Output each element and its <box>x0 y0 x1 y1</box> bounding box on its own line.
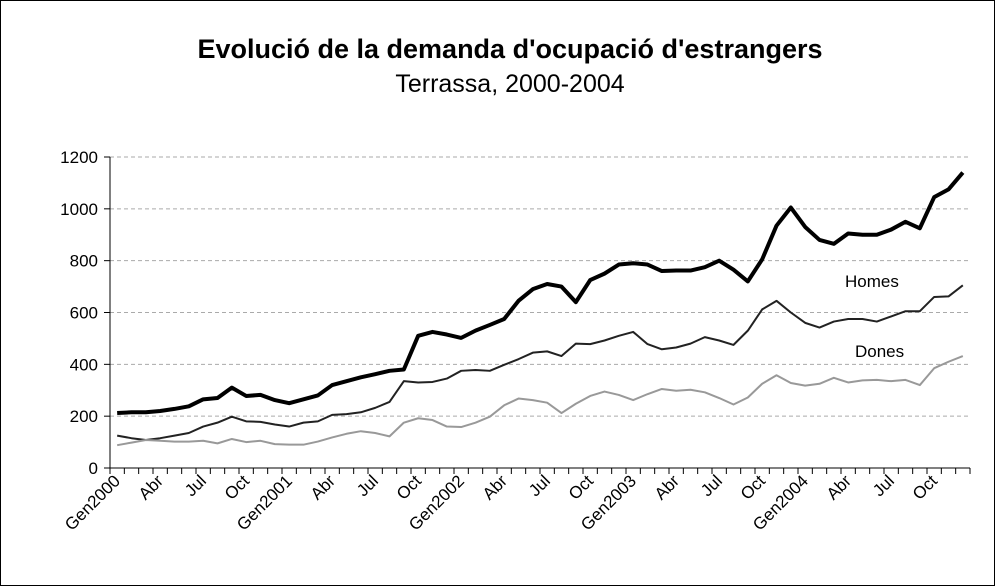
y-tick-label: 1200 <box>60 148 98 167</box>
y-tick-label: 200 <box>70 407 98 426</box>
y-tick-label: 800 <box>70 252 98 271</box>
y-tick-label: 0 <box>89 459 98 478</box>
chart-subtitle: Terrassa, 2000-2004 <box>395 70 624 98</box>
y-tick-label: 1000 <box>60 200 98 219</box>
series-line <box>116 355 964 447</box>
y-tick-label: 400 <box>70 355 98 374</box>
series-line <box>116 284 964 442</box>
chart-title: Evolució de la demanda d'ocupació d'estr… <box>197 34 822 64</box>
annotation: Homes <box>845 272 899 291</box>
series-line <box>117 171 965 416</box>
annotation: Dones <box>855 342 904 361</box>
y-tick-label: 600 <box>70 304 98 323</box>
